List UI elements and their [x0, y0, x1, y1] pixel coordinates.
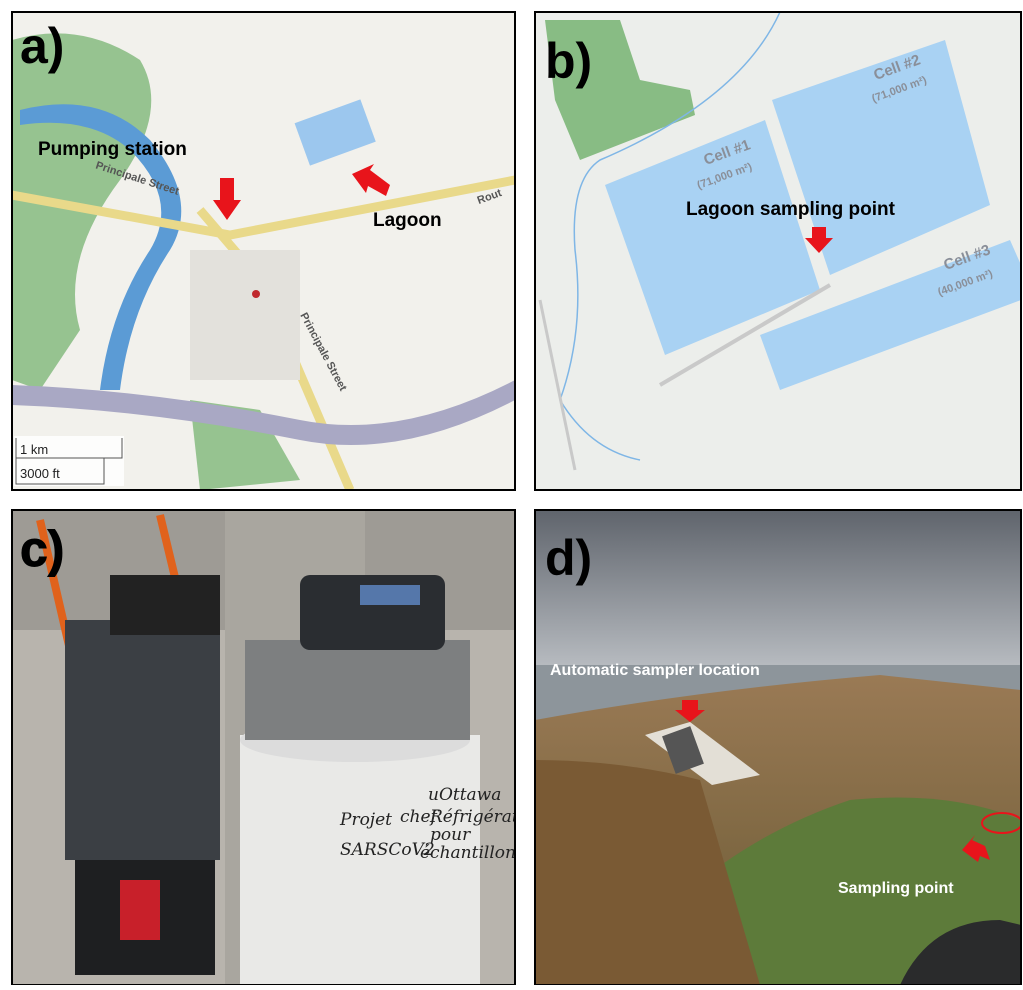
panel-label: a)	[20, 18, 64, 74]
panel-c-photo: Projet SARSCoV2 chef uOttawa Réfrigérate…	[12, 510, 549, 985]
annotation: Pumping station	[38, 139, 187, 160]
handwriting: Réfrigérateur	[429, 807, 549, 827]
handwriting: uOttawa	[428, 785, 501, 805]
annotation: Lagoon sampling point	[686, 199, 896, 220]
panel-d-photo: Automatic sampler location Sampling poin…	[535, 510, 1022, 985]
scale-label: 1 km	[20, 442, 48, 457]
handwriting: pour	[430, 825, 471, 845]
panel-b-map: Cell #1 (71,000 m²) Cell #2 (71,000 m²) …	[535, 12, 1021, 490]
scale-label: 3000 ft	[20, 466, 60, 481]
annotation: Lagoon	[373, 210, 442, 231]
annotation: Sampling point	[838, 880, 954, 897]
panel-label: d)	[545, 530, 592, 586]
handwriting: Projet	[339, 810, 392, 830]
figure: Principale Street Principale Street Rout…	[0, 0, 1023, 985]
panel-a-map: Principale Street Principale Street Rout…	[12, 12, 515, 490]
panel-label: c)	[20, 521, 64, 577]
annotation: Automatic sampler location	[550, 662, 760, 679]
handwriting: échantillons	[420, 843, 525, 863]
panel-label: b)	[545, 33, 592, 89]
